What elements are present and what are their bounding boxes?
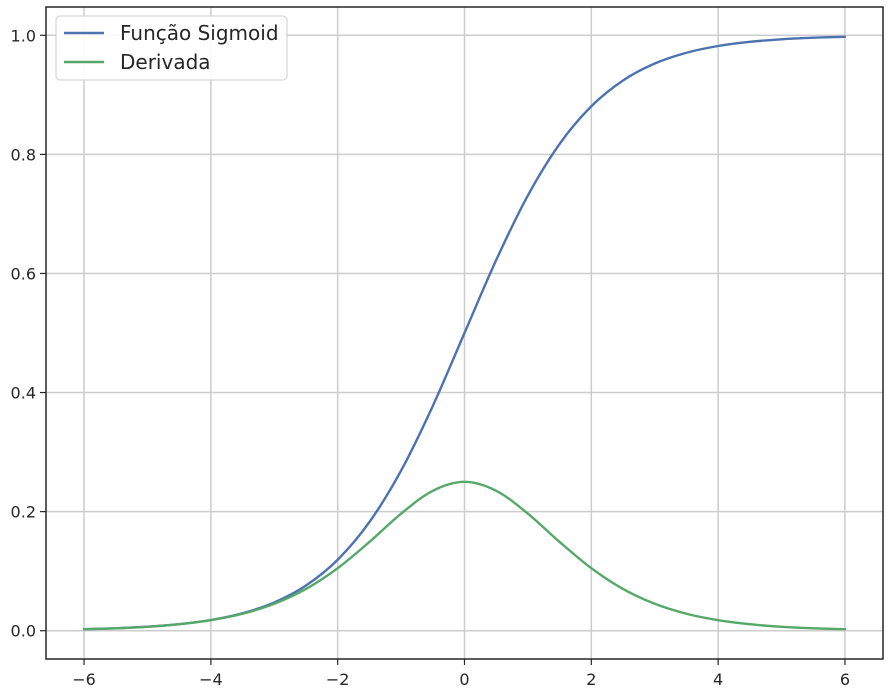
- y-tick-label: 1.0: [11, 26, 36, 45]
- y-tick-label: 0.8: [11, 145, 36, 164]
- x-tick-label: 2: [586, 670, 596, 689]
- x-tick-label: −2: [326, 670, 350, 689]
- x-tick-label: 6: [840, 670, 850, 689]
- legend-label: Função Sigmoid: [120, 21, 279, 45]
- ticks: −6 −4 −2 0 2 4 6 0.0 0.2 0.4 0.6 0.8 1.0: [11, 26, 851, 689]
- series-layer: [82, 35, 847, 631]
- y-tick-label: 0.6: [11, 264, 36, 283]
- legend-label: Derivada: [120, 50, 211, 74]
- y-tick-label: 0.4: [11, 384, 36, 403]
- y-tick-label: 0.2: [11, 503, 36, 522]
- legend: Função Sigmoid Derivada: [55, 15, 288, 81]
- grid: [46, 7, 883, 659]
- x-tick-label: −6: [72, 670, 96, 689]
- x-tick-label: 4: [713, 670, 723, 689]
- x-tick-label: −4: [199, 670, 223, 689]
- series-line-1: [82, 480, 847, 631]
- x-tick-label: 0: [459, 670, 469, 689]
- legend-box: [55, 15, 288, 81]
- y-tick-label: 0.0: [11, 622, 36, 641]
